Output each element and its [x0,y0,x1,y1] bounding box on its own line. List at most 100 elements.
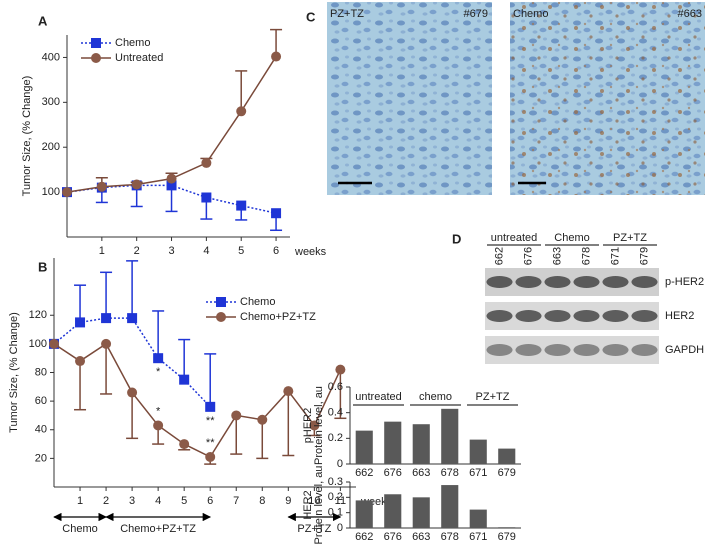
bar [498,448,516,464]
x-tick-label: 4 [155,495,161,507]
legend-marker [91,38,101,48]
x-tick-label: 676 [384,467,402,479]
blot-band [602,276,629,288]
micrograph-sample: #679 [464,8,488,20]
series-line [53,342,342,458]
marker [309,420,320,431]
marker [271,208,282,219]
y-axis-label: pHER2 [302,408,314,443]
bar [469,439,487,464]
marker [127,313,138,324]
marker [179,439,190,450]
panel-label: B [38,259,47,274]
series-line [66,56,277,193]
micrograph-stain [510,2,705,195]
marker [179,374,190,385]
blot-band [515,276,542,288]
group-label: chemo [419,391,452,403]
marker [75,317,86,328]
y-tick-label: 120 [29,309,47,321]
panel-label: D [452,231,461,246]
x-tick-label: 671 [469,467,487,479]
blot-band [486,310,513,322]
blot-band [602,310,629,322]
y-tick-label: 200 [42,141,60,153]
x-tick-label: 663 [412,531,430,543]
y-axis-label: HER2 [302,490,314,519]
x-tick-label: 678 [441,467,459,479]
y-axis-label: Tumor Size, (% Change) [21,76,33,197]
x-tick-label: 10 [308,495,320,507]
blot-strip [485,336,659,364]
bar [441,408,459,464]
y-tick-label: 100 [42,186,60,198]
x-tick-label: 676 [384,531,402,543]
bar [384,421,402,464]
x-tick-label: 679 [498,531,516,543]
legend-label: Chemo+PZ+TZ [240,311,316,323]
x-tick-label: 1 [77,495,83,507]
blot-band [544,310,571,322]
bar [498,527,516,528]
group-label: untreated [355,391,401,403]
significance: ** [206,415,215,427]
legend-label: Untreated [115,52,163,64]
marker [205,451,216,462]
y-axis-label: Protein level, au [313,386,325,465]
bar [355,430,373,464]
marker [166,173,177,184]
significance: * [156,366,161,378]
x-tick-label: 662 [355,467,373,479]
bar [355,500,373,528]
blot-band [573,344,600,356]
marker [236,200,247,211]
blot-band [631,344,658,356]
marker [49,338,59,349]
phase-label: PZ+TZ [297,523,331,535]
x-tick-label: 6 [207,495,213,507]
blot-band [544,344,571,356]
bar [412,497,430,528]
micrograph [327,2,492,195]
blot-row-label: HER2 [665,310,694,322]
marker [271,51,282,62]
marker [96,181,107,192]
x-tick-label: 6 [273,245,279,257]
x-tick-label: 2 [134,245,140,257]
marker [153,353,164,364]
blot-band [515,344,542,356]
x-tick-label: 679 [498,467,516,479]
marker [127,387,138,398]
marker [101,338,112,349]
group-label: PZ+TZ [476,391,510,403]
legend-marker [91,53,101,63]
marker [205,401,216,412]
y-tick-label: 60 [35,395,47,407]
micrograph-label: PZ+TZ [330,8,364,20]
y-tick-label: 0.2 [328,491,343,503]
micrograph-label: Chemo [513,8,548,20]
phase-label: Chemo+PZ+TZ [120,523,196,535]
lane-label: 678 [580,247,592,265]
lane-label: 663 [551,247,563,265]
marker [131,179,142,190]
phase-label: Chemo [62,523,97,535]
marker [335,364,346,375]
marker [101,313,112,324]
y-tick-label: 0.3 [328,476,343,488]
marker [201,192,212,203]
x-tick-label: 662 [355,531,373,543]
legend-label: Chemo [240,296,275,308]
x-tick-label: 5 [181,495,187,507]
blot-band [631,276,658,288]
micrograph-sample: #663 [678,8,702,20]
x-tick-label: 7 [233,495,239,507]
blot-band [573,310,600,322]
y-tick-label: 40 [35,424,47,436]
y-tick-label: 0.2 [328,432,343,444]
blot-group-label: Chemo [554,232,589,244]
blot-strip [485,302,659,330]
blot-band [486,344,513,356]
lane-label: 679 [638,247,650,265]
